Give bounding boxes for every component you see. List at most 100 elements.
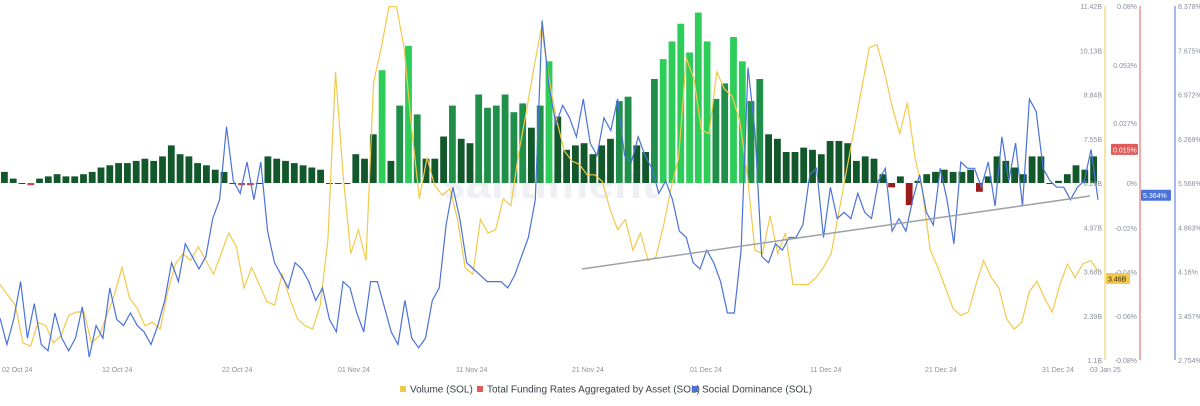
funding-current-badge-bg <box>1111 143 1138 155</box>
volume-current-badge-bg <box>1106 273 1130 285</box>
funding-bar <box>176 154 184 183</box>
funding-bar <box>572 145 579 183</box>
dominance-tick-label: 4.16% <box>1178 270 1198 277</box>
funding-bar <box>326 183 333 184</box>
funding-tick-label: 0% <box>1127 181 1137 188</box>
funding-tick-label: 0.08% <box>1117 4 1137 11</box>
funding-bar <box>730 37 737 183</box>
dominance-current-badge-text: 5.364% <box>1143 193 1167 200</box>
funding-bar <box>18 183 26 184</box>
funding-bar <box>88 171 96 183</box>
funding-current-badge-text: 0.015% <box>1113 147 1137 154</box>
funding-bar <box>369 134 377 183</box>
volume-tick-label: 1.1B <box>1088 358 1103 365</box>
funding-bar <box>607 138 614 184</box>
funding-bar <box>624 96 632 183</box>
funding-bar <box>1063 174 1071 183</box>
legend-label[interactable]: Social Dominance (SOL) <box>702 385 812 396</box>
trend-line <box>581 195 1091 270</box>
funding-bar <box>765 134 772 183</box>
funding-tick-label: 0.053% <box>1113 63 1137 70</box>
funding-bar <box>405 45 412 183</box>
funding-bar <box>97 167 105 183</box>
funding-bar <box>633 145 641 183</box>
funding-bar <box>115 163 122 183</box>
x-tick-label: 11 Nov 24 <box>456 367 487 374</box>
funding-bar <box>686 52 693 183</box>
funding-bar <box>536 105 544 183</box>
funding-bar <box>255 183 263 184</box>
funding-bar <box>712 98 720 183</box>
funding-bar <box>659 59 667 183</box>
volume-tick-label: 4.97B <box>1084 225 1103 232</box>
funding-bar <box>1019 174 1027 183</box>
volume-tick-label: 10.13B <box>1080 48 1103 55</box>
funding-bar <box>466 143 474 183</box>
funding-bar <box>510 112 518 183</box>
funding-bar <box>62 176 70 183</box>
funding-bar <box>897 176 904 183</box>
funding-bar <box>167 145 175 183</box>
x-tick-label: 01 Dec 24 <box>690 367 722 374</box>
funding-bar <box>378 70 386 183</box>
funding-bar <box>993 156 1001 183</box>
funding-bar <box>615 101 623 183</box>
funding-bar <box>809 149 816 183</box>
funding-bar <box>413 114 421 183</box>
funding-bar <box>273 158 281 183</box>
funding-bar <box>932 171 939 183</box>
funding-bar <box>449 105 456 183</box>
funding-bar <box>343 183 351 184</box>
funding-bar <box>1055 180 1062 183</box>
dominance-current-badge-bg <box>1141 189 1171 201</box>
funding-tick-label: 0.027% <box>1113 121 1137 128</box>
funding-bar <box>923 174 931 183</box>
funding-bar <box>589 154 597 183</box>
legend-label[interactable]: Total Funding Rates Aggregated by Asset … <box>487 385 700 396</box>
funding-bar <box>132 160 140 183</box>
funding-tick-label: -0.08% <box>1115 358 1137 365</box>
funding-bar <box>545 61 553 183</box>
funding-bar <box>642 152 649 183</box>
funding-bar <box>1028 156 1036 183</box>
funding-bar <box>984 176 992 183</box>
funding-bar <box>501 94 509 183</box>
funding-bar <box>668 41 676 184</box>
funding-bar <box>203 165 210 183</box>
funding-bar <box>694 12 702 183</box>
legend-swatch <box>477 386 483 392</box>
funding-bar <box>9 178 17 183</box>
x-tick-label: 22 Oct 24 <box>222 367 252 374</box>
funding-bar <box>703 41 711 184</box>
funding-bar <box>194 163 201 183</box>
funding-bar <box>185 156 193 183</box>
volume-tick-label: 11.42B <box>1080 4 1102 11</box>
funding-bar <box>159 156 166 183</box>
funding-bar <box>71 176 79 183</box>
funding-bar <box>870 158 878 183</box>
volume-tick-label: 3.68B <box>1084 270 1103 277</box>
funding-bar <box>747 101 755 183</box>
dominance-tick-label: 6.972% <box>1178 93 1200 100</box>
funding-bar <box>220 171 228 183</box>
funding-bar <box>80 174 87 183</box>
funding-bar <box>738 61 746 183</box>
funding-bar <box>282 160 289 183</box>
legend-label[interactable]: Volume (SOL) <box>410 385 473 396</box>
funding-bar <box>211 169 219 183</box>
funding-bar <box>36 178 43 183</box>
funding-bar <box>124 163 131 183</box>
funding-bar <box>431 158 439 183</box>
funding-bar <box>782 152 790 183</box>
x-tick-label: 03 Jan 25 <box>1090 367 1121 374</box>
legend-swatch <box>692 386 698 392</box>
funding-bar <box>492 105 500 183</box>
funding-bar <box>53 174 61 183</box>
dominance-tick-label: 5.566% <box>1178 181 1200 188</box>
funding-bar <box>817 154 825 183</box>
funding-bar <box>1002 160 1010 183</box>
funding-bar <box>150 160 158 183</box>
funding-bar <box>976 183 983 192</box>
funding-bar <box>457 138 465 184</box>
funding-bar <box>774 138 781 184</box>
